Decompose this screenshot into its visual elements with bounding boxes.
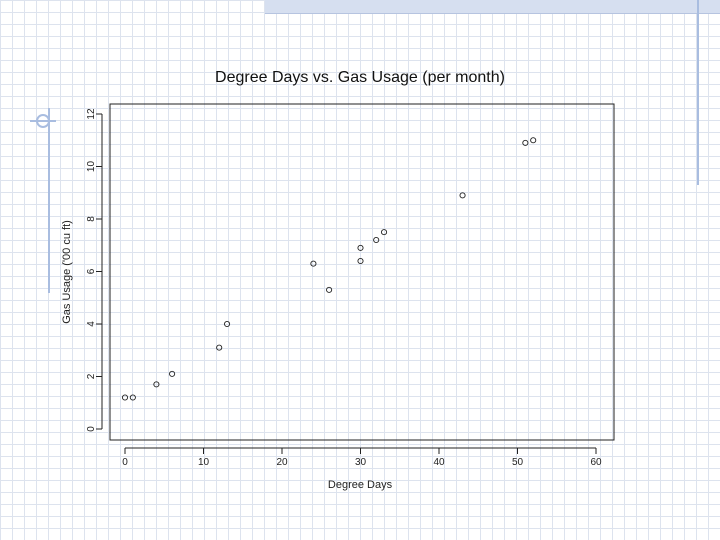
y-tick-label: 4 (86, 321, 97, 327)
data-point (373, 236, 380, 244)
data-point (326, 286, 333, 293)
y-tick-label: 0 (86, 426, 97, 432)
data-points (121, 137, 537, 401)
x-tick-label: 0 (122, 457, 128, 468)
data-point (223, 320, 231, 328)
y-tick-label: 6 (86, 268, 97, 274)
x-tick-label: 50 (512, 457, 524, 468)
data-point (530, 137, 537, 144)
chart-title: Degree Days vs. Gas Usage (per month) (215, 69, 505, 86)
data-point (522, 139, 529, 146)
decorative-vertical-line (697, 0, 699, 185)
decorative-left-bar (48, 108, 50, 293)
data-point (169, 370, 176, 377)
y-tick-label: 8 (86, 216, 97, 222)
y-tick-label: 12 (86, 108, 97, 120)
data-point (357, 244, 364, 251)
y-tick-label: 2 (86, 373, 97, 379)
data-point (357, 257, 364, 265)
x-tick-label: 40 (433, 457, 445, 468)
top-decorative-band (265, 0, 720, 14)
x-tick-label: 10 (198, 457, 210, 468)
data-point (310, 260, 317, 267)
y-axis: 0 2 4 6 8 10 12 (86, 108, 103, 432)
data-point (459, 192, 466, 199)
y-axis-label: Gas Usage ('00 cu ft) (61, 220, 73, 324)
data-point (121, 394, 129, 401)
plot-area (109, 103, 615, 441)
x-axis-label: Degree Days (328, 479, 393, 491)
x-tick-label: 20 (276, 457, 288, 468)
x-axis: 0 10 20 30 40 50 60 (122, 447, 602, 468)
y-tick-label: 10 (86, 161, 97, 173)
data-point (129, 394, 136, 401)
data-point (380, 229, 388, 236)
x-tick-label: 30 (355, 457, 367, 468)
data-point (216, 344, 223, 351)
x-tick-label: 60 (590, 457, 602, 468)
decorative-horizontal-line (30, 120, 56, 122)
data-point (153, 381, 160, 388)
